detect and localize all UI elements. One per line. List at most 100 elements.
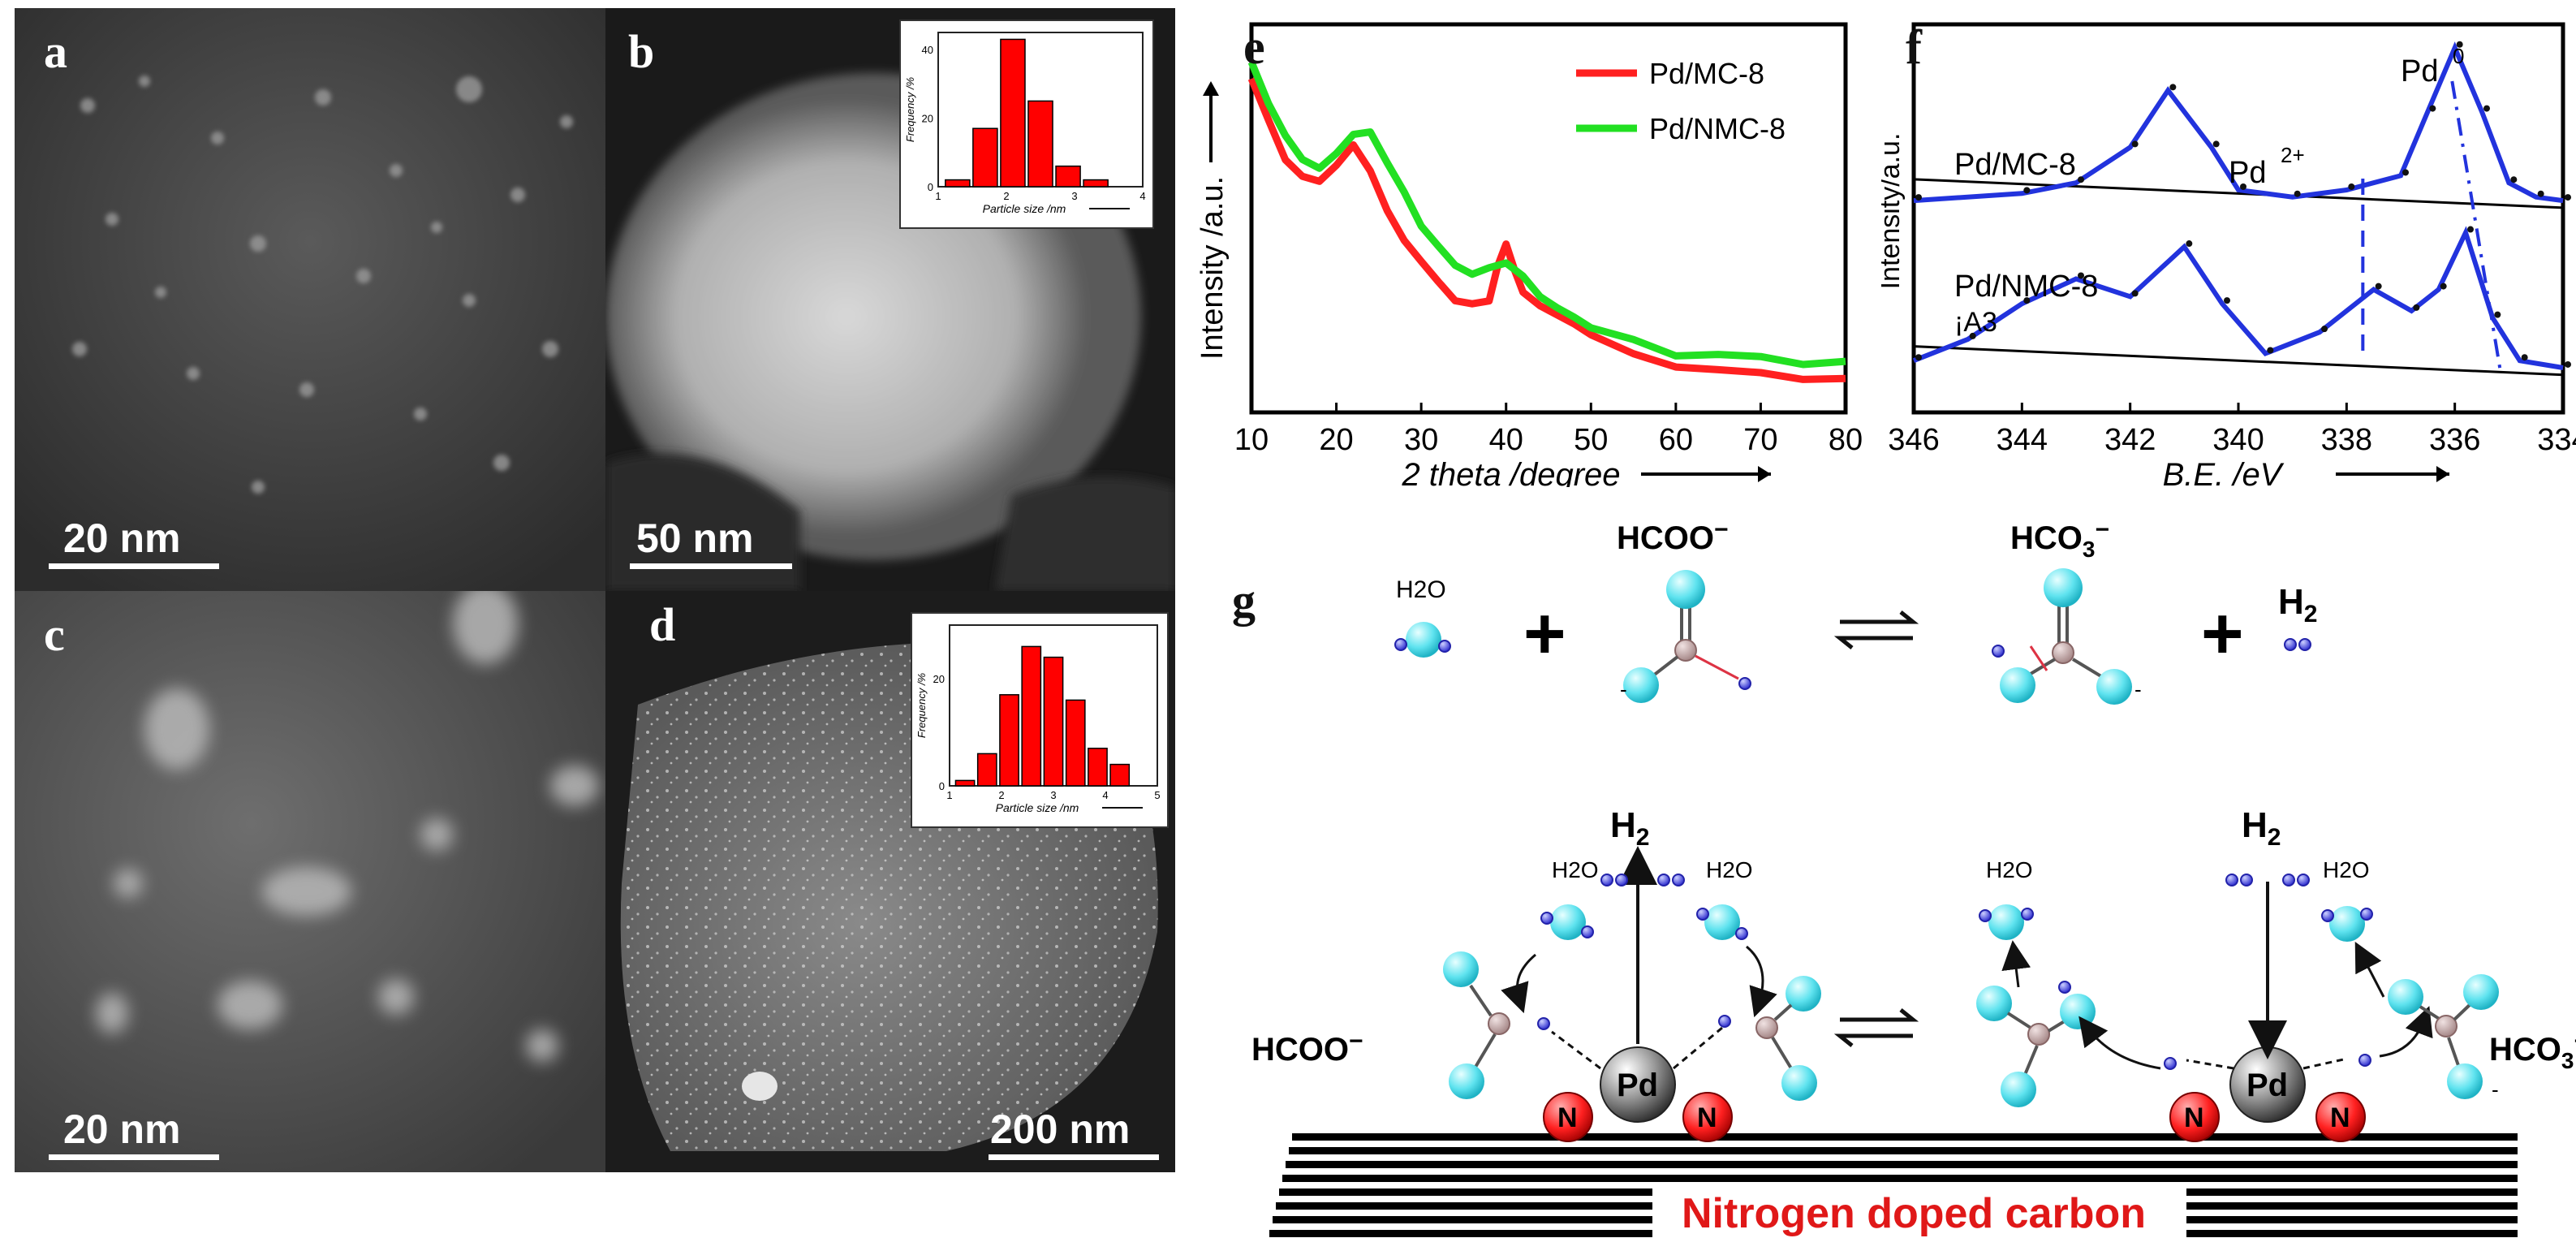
svg-text:Pd: Pd (2246, 1068, 2288, 1103)
micrograph-c (15, 591, 605, 1172)
panel-e: e 10 20 30 40 50 60 70 80 Pd/MC-8 Pd/NMC-8 2 theta… (1187, 0, 1868, 487)
svg-text:HCO3−: HCO3− (2489, 1028, 2576, 1073)
equation-h2o: H2O (1394, 576, 1451, 658)
histogram-d: 0 20 1 2 3 4 5 Particle size /nm Frequency /% (915, 624, 1161, 814)
data-point (1915, 194, 1922, 201)
xps-chart: 346 344 342 340 338 336 334 Pd/MC-8 Pd/NMC-8¡A3 P… (1881, 22, 2576, 487)
data-point (2078, 176, 2084, 183)
scale-bar-a (49, 563, 219, 569)
x-axis-arrowhead (1758, 466, 1771, 482)
label-h2o-top: H2O (1396, 576, 1446, 603)
panel-a: a 20 nm (15, 8, 605, 591)
panel-b: b 50 nm 0 20 40 1 2 3 4 Particle size /nm Freque… (605, 8, 1175, 591)
y-tick-label: 0 (939, 780, 945, 792)
svg-text:N: N (1557, 1102, 1578, 1133)
data-point (2212, 140, 2220, 148)
data-point (2131, 140, 2139, 148)
equilibrium-arrows-bottom (1833, 1008, 1919, 1047)
background-line (1913, 345, 2564, 377)
data-point (2294, 190, 2301, 197)
svg-text:-: - (1620, 677, 1627, 701)
x-axis-label: Particle size /nm (996, 801, 1079, 814)
hist-bar (1088, 748, 1108, 787)
carbon-layers (1269, 1133, 2518, 1237)
label-pd2: Pd (2229, 156, 2266, 190)
label-pd0: Pd (2401, 54, 2438, 88)
histogram-inset-b: 0 20 40 1 2 3 4 Particle size /nm Frequency /% (899, 19, 1154, 229)
x-tick-label: 40 (1489, 423, 1523, 457)
data-point (1915, 354, 1922, 361)
pd-site-right: N N Pd H2 H2O (1976, 805, 2576, 1142)
panel-label-g: g (1232, 574, 1256, 627)
data-point (2413, 304, 2420, 311)
svg-text:H2: H2 (2278, 582, 2317, 628)
data-point (2375, 283, 2382, 290)
svg-text:HCO3−: HCO3− (2010, 516, 2109, 562)
y-axis-label: Frequency /% (904, 77, 916, 142)
support-label: Nitrogen doped carbon (1682, 1190, 2146, 1237)
label-pd-nmc8: Pd/NMC-8 (1954, 270, 2098, 304)
data-point (2186, 240, 2193, 248)
hist-bar (1043, 656, 1064, 787)
hist-bar (1055, 165, 1081, 188)
x-tick-label: 1 (946, 789, 952, 801)
y-axis-label: Frequency /% (915, 673, 928, 738)
panel-label-f: f (1906, 20, 1922, 74)
histogram-b: 0 20 40 1 2 3 4 Particle size /nm Frequency /% (904, 32, 1146, 215)
y-tick-label: 40 (922, 44, 933, 56)
hist-bar (1027, 100, 1053, 188)
x-tick-label: 338 (2321, 423, 2372, 457)
plot-frame (1911, 22, 2565, 415)
scale-bar-d (989, 1154, 1159, 1160)
panel-f: f 346 344 342 340 338 336 334 Pd/MC-8 Pd/NMC-8¡A… (1881, 0, 2576, 487)
x-axis-label: 2 theta /degree (1401, 457, 1620, 487)
y-axis-label: Intensity/a.u. (1881, 133, 1906, 290)
x-tick-label: 4 (1102, 789, 1108, 801)
x-axis-label: Particle size /nm (983, 202, 1066, 215)
x-tick-label: 3 (1050, 789, 1056, 801)
data-point (1969, 332, 1976, 339)
svg-text:H2O: H2O (1706, 857, 1753, 882)
equation-formate: HCOO− - (1617, 516, 1751, 703)
label-pd2-sup: 2+ (2281, 143, 2305, 167)
label-pd-mc8: Pd/MC-8 (1954, 148, 2076, 182)
scale-label-b: 50 nm (636, 515, 754, 561)
panel-label-b: b (628, 25, 655, 78)
y-tick-label: 20 (922, 113, 933, 125)
x-tick-label: 2 (998, 789, 1004, 801)
legend-label: Pd/MC-8 (1649, 57, 1764, 90)
hist-bar (1000, 38, 1026, 188)
data-point (2456, 41, 2463, 48)
equation-bicarbonate: HCO3− - (1992, 516, 2142, 705)
svg-text:HCOO−: HCOO− (1251, 1028, 1363, 1068)
svg-text:H2O: H2O (2323, 857, 2370, 882)
panel-d: d 200 nm 0 20 1 2 3 4 5 Particle size /nm Freque… (605, 591, 1175, 1172)
plus-2: + (2201, 593, 2244, 675)
panel-label-d: d (649, 598, 676, 651)
y-tick-label: 20 (933, 673, 945, 685)
data-point (2565, 194, 2571, 201)
x-tick-label: 340 (2212, 423, 2264, 457)
data-point (2348, 183, 2355, 190)
micrograph-a (15, 8, 605, 591)
fit-line (1913, 41, 2564, 204)
y-tick-label: 0 (928, 181, 933, 193)
plus-1: + (1523, 593, 1566, 675)
x-axis-label: B.E. /eV (2163, 457, 2285, 487)
hist-bar (945, 179, 971, 188)
data-point (2023, 187, 2031, 194)
plot-frame (1249, 22, 1848, 415)
x-tick-label: 1 (935, 190, 941, 202)
svg-text:-: - (2134, 677, 2142, 701)
svg-text:-: - (2492, 1077, 2499, 1102)
data-point (2131, 290, 2139, 297)
hist-bar (972, 127, 998, 188)
svg-text:H2O: H2O (1986, 857, 2033, 882)
hist-bar (1021, 645, 1042, 787)
data-point (2467, 226, 2474, 233)
x-tick-label: 4 (1139, 190, 1145, 202)
x-tick-label: 80 (1829, 423, 1863, 457)
legend-label: Pd/NMC-8 (1649, 112, 1786, 145)
data-point (2023, 297, 2031, 304)
data-point (2537, 190, 2544, 197)
